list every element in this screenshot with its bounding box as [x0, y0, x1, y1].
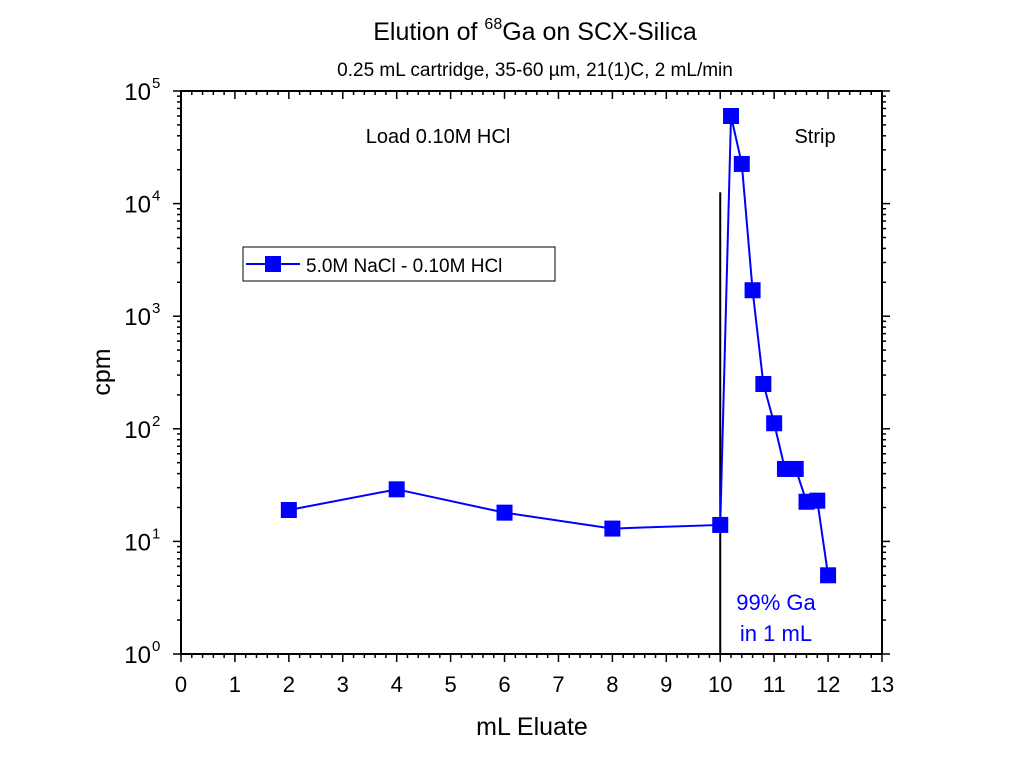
y-tick-exponent: 5: [152, 75, 160, 92]
y-tick-exponent: 1: [152, 525, 160, 542]
y-tick-exponent: 0: [152, 638, 160, 655]
x-tick-label: 9: [660, 672, 672, 697]
legend-marker: [265, 256, 281, 272]
y-tick-label: 10: [124, 417, 151, 444]
title-superscript: 68: [484, 16, 503, 33]
data-point: [496, 504, 513, 521]
y-tick-label: 10: [124, 304, 151, 331]
y-tick-label: 10: [124, 192, 151, 219]
data-point: [744, 282, 761, 299]
x-tick-label: 2: [283, 672, 295, 697]
data-point: [755, 375, 772, 392]
annotation-99-ga: 99% Ga: [736, 590, 816, 615]
x-tick-label: 10: [708, 672, 732, 697]
data-point: [723, 107, 740, 124]
data-point: [388, 481, 405, 498]
plot-frame: [180, 90, 883, 655]
data-point: [820, 567, 837, 584]
x-axis-label: mL Eluate: [476, 713, 588, 741]
y-tick-exponent: 4: [152, 188, 160, 205]
series-line: [288, 115, 830, 576]
data-point: [712, 516, 729, 533]
x-tick-label: 1: [229, 672, 241, 697]
data-point: [604, 520, 621, 537]
y-tick-label: 10: [124, 79, 151, 106]
data-point: [809, 492, 826, 509]
x-tick-label: 5: [444, 672, 456, 697]
x-tick-label: 8: [606, 672, 618, 697]
legend-label: 5.0M NaCl - 0.10M HCl: [306, 256, 502, 277]
x-tick-label: 7: [552, 672, 564, 697]
x-tick-label: 6: [498, 672, 510, 697]
y-tick-exponent: 3: [152, 300, 160, 317]
axes: [180, 90, 883, 655]
title-prefix: Elution of: [373, 18, 485, 46]
x-tick-label: 3: [337, 672, 349, 697]
title-suffix: Ga on SCX-Silica: [502, 18, 697, 46]
annotation-load: Load 0.10M HCl: [366, 126, 511, 148]
y-tick-exponent: 2: [152, 413, 160, 430]
data-point: [733, 155, 750, 172]
series-group: [280, 107, 837, 584]
x-tick-label: 11: [763, 672, 786, 697]
x-tick-label: 4: [391, 672, 403, 697]
x-tick-label: 0: [175, 672, 187, 697]
x-tick-label: 12: [816, 672, 840, 697]
y-tick-label: 10: [124, 642, 151, 669]
annotation-strip: Strip: [794, 126, 835, 148]
annotation-in-1-ml: in 1 mL: [740, 621, 812, 646]
data-point: [787, 460, 804, 477]
legend: 5.0M NaCl - 0.10M HCl: [242, 246, 556, 282]
chart-title: Elution of 68Ga on SCX-Silica: [0, 16, 1024, 47]
x-tick-label: 13: [870, 672, 894, 697]
chart-subtitle: 0.25 mL cartridge, 35-60 µm, 21(1)C, 2 m…: [337, 60, 733, 81]
y-tick-label: 10: [124, 529, 151, 556]
data-point: [280, 502, 297, 519]
data-point: [766, 415, 783, 432]
y-axis-label: cpm: [88, 348, 116, 395]
